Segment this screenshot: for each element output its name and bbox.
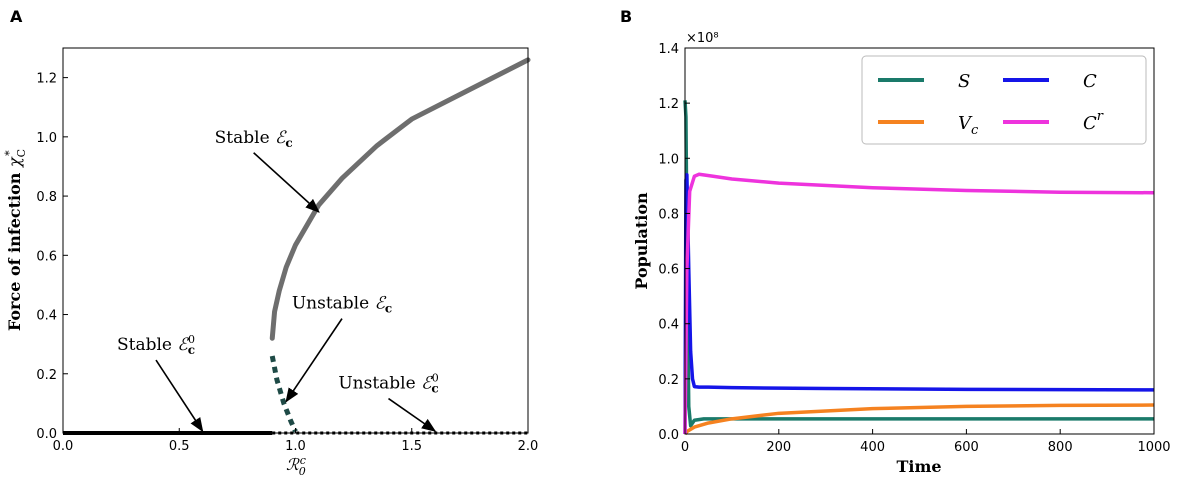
chart-a-annotation-arrow xyxy=(155,359,204,433)
chart-a-annotation-arrow xyxy=(285,318,343,403)
chart-b-legend: S C Vc Cr xyxy=(861,55,1147,145)
chart-a-annotation-arrow xyxy=(253,152,320,213)
legend-label-cr: Cr xyxy=(1083,109,1104,134)
chart-a-xtick-label: 1.5 xyxy=(401,439,422,454)
chart-a-annotation-arrow xyxy=(388,397,437,432)
chart-b-ytick-label: 1.2 xyxy=(658,97,679,112)
chart-b-xtick-label: 400 xyxy=(860,440,885,455)
chart-b-series-vc xyxy=(683,403,1155,436)
chart-b-ytick-label: 0.6 xyxy=(658,263,679,278)
panel-label-a: A xyxy=(10,7,23,26)
chart-a-ytick-label: 0.2 xyxy=(36,368,57,383)
chart-b-ticks: 0 200 400 600 800 1000 0.0 0.2 0.4 0.6 0.8 1.0 1.2 1.… xyxy=(658,42,1170,455)
chart-b-ytick-label: 0.4 xyxy=(658,318,679,333)
chart-b-ytick-label: 0.0 xyxy=(658,428,679,443)
chart-a-xtick-label: 0.5 xyxy=(169,439,190,454)
legend-label-c: C xyxy=(1083,71,1097,92)
panel-label-b: B xyxy=(620,7,632,26)
chart-b-series-cr xyxy=(683,172,1155,435)
chart-a-ticks: 0.0 0.5 1.0 1.5 2.0 0.0 0.2 0.4 0.6 0.8 1.0 1.2 xyxy=(36,72,538,454)
chart-b-ytick-label: 0.2 xyxy=(658,373,679,388)
chart-a-annotation-3: Stable ℰc0 xyxy=(117,333,195,357)
chart-a-annotation-2: Unstable ℰc xyxy=(292,294,392,316)
chart-a-xtick-label: 0.0 xyxy=(53,439,74,454)
chart-b-xtick-label: 200 xyxy=(766,440,791,455)
chart-a-ytick-label: 0.4 xyxy=(36,309,57,324)
chart-a-ytick-label: 1.0 xyxy=(36,131,57,146)
chart-b-series-c xyxy=(683,173,1155,435)
chart-b-xtick-label: 0 xyxy=(681,440,689,455)
chart-a-xtick-label: 1.0 xyxy=(285,439,306,454)
chart-a-ylabel: Force of infection χC* xyxy=(3,149,28,331)
chart-a-annotation-1: Stable ℰc xyxy=(215,128,293,150)
legend-box xyxy=(861,55,1147,145)
chart-b-xtick-label: 1000 xyxy=(1137,440,1170,455)
chart-b-y-multiplier: ×10⁸ xyxy=(686,31,719,46)
chart-b-ytick-label: 1.4 xyxy=(658,42,679,57)
chart-a: 0.0 0.5 1.0 1.5 2.0 0.0 0.2 0.4 0.6 0.8 1.0 1.2 Sta… xyxy=(3,47,538,478)
chart-a-ytick-label: 0.6 xyxy=(36,249,57,264)
chart-a-xtick-label: 2.0 xyxy=(518,439,539,454)
legend-label-vc: Vc xyxy=(958,113,979,138)
chart-b-xtick-label: 600 xyxy=(954,440,979,455)
chart-a-annotation-4: Unstable ℰc0 xyxy=(338,372,438,396)
chart-a-marks xyxy=(63,57,531,435)
chart-a-series-4 xyxy=(269,355,298,433)
chart-b-ylabel: Population xyxy=(632,192,651,290)
chart-b: 0 200 400 600 800 1000 0.0 0.2 0.4 0.6 0.8 1.0 1.2 1.… xyxy=(632,31,1171,476)
chart-a-series-3 xyxy=(269,57,531,341)
chart-a-xlabel: ℛ0c xyxy=(286,454,306,478)
chart-a-ytick-label: 1.2 xyxy=(36,72,57,87)
chart-b-ytick-label: 1.0 xyxy=(658,152,679,167)
chart-a-ytick-label: 0.0 xyxy=(36,427,57,442)
legend-label-s: S xyxy=(958,71,970,92)
chart-b-xlabel: Time xyxy=(896,457,941,476)
chart-a-ytick-label: 0.8 xyxy=(36,190,57,205)
chart-b-frame xyxy=(684,47,1155,435)
chart-b-xtick-label: 800 xyxy=(1048,440,1073,455)
chart-a-annotations: Stable ℰc Unstable ℰc Stable ℰc0 Unstable ℰ… xyxy=(117,128,439,433)
chart-b-ytick-label: 0.8 xyxy=(658,207,679,222)
chart-b-series-s xyxy=(683,100,1154,428)
chart-b-marks xyxy=(683,100,1155,436)
